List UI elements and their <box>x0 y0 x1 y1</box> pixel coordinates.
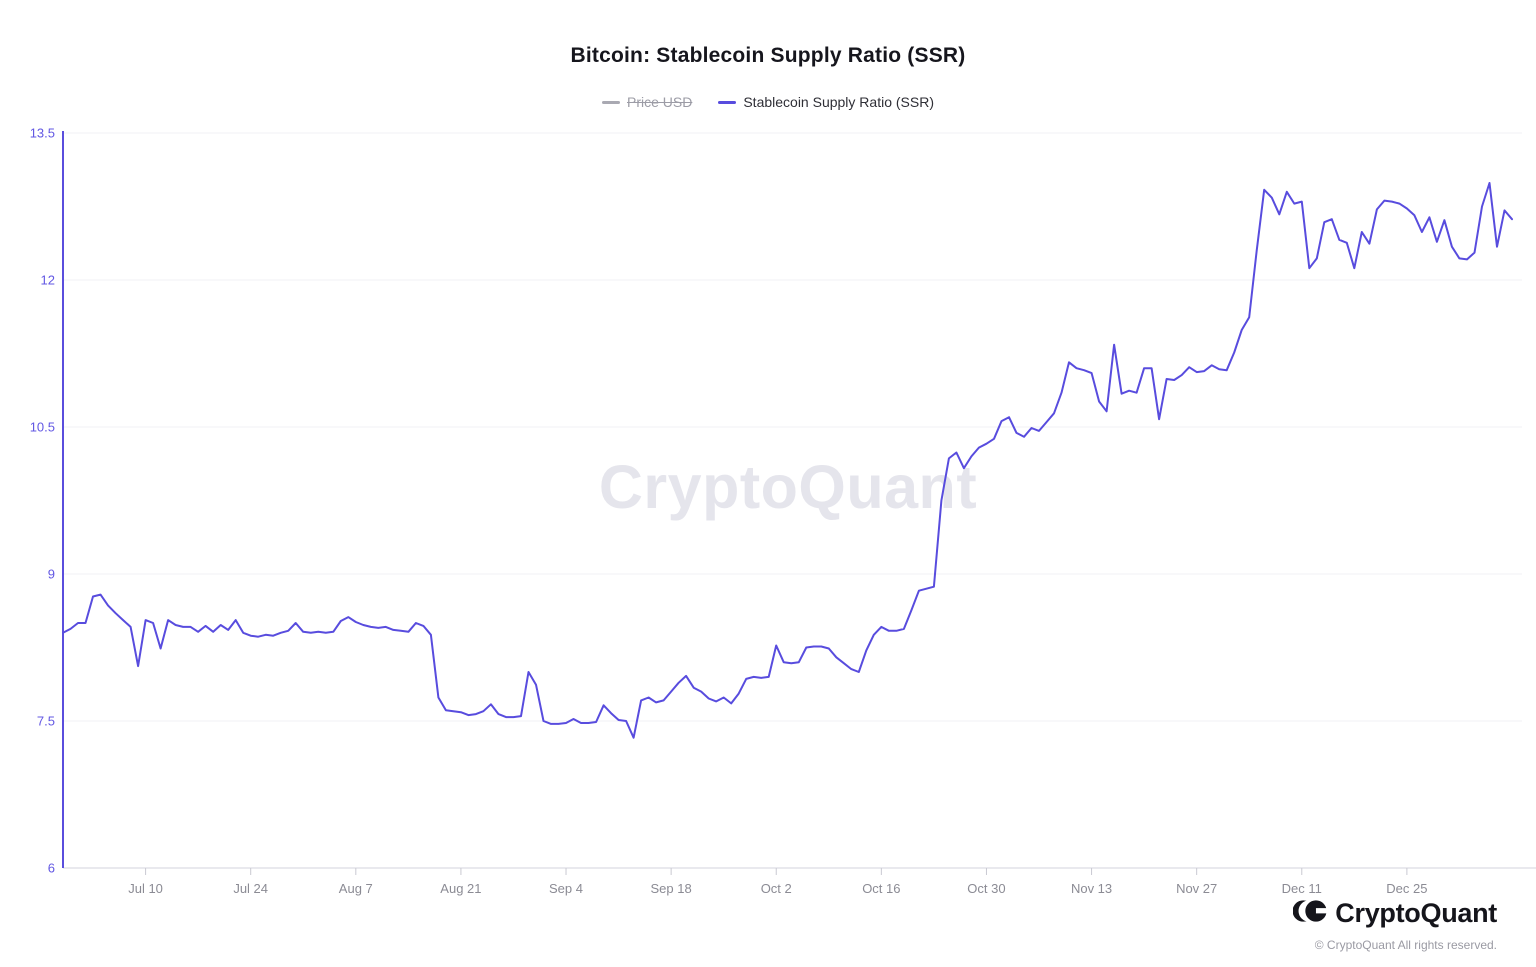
x-axis-label: Aug 7 <box>339 881 373 896</box>
legend-dash-icon <box>718 100 737 104</box>
cryptoquant-logo: CryptoQuant <box>1292 894 1497 933</box>
cryptoquant-logo-icon <box>1292 894 1328 933</box>
legend-item-ssr[interactable]: Stablecoin Supply Ratio (SSR) <box>718 94 934 110</box>
x-axis-label: Dec 11 <box>1282 881 1322 896</box>
x-axis-label: Nov 27 <box>1176 881 1217 896</box>
y-axis-label: 10.5 <box>30 420 55 435</box>
y-axis-label: 9 <box>48 567 55 582</box>
x-axis-label: Dec 25 <box>1386 881 1427 896</box>
chart-title: Bitcoin: Stablecoin Supply Ratio (SSR) <box>570 44 966 67</box>
x-axis-label: Oct 16 <box>862 881 900 896</box>
legend-label: Price USD <box>626 94 693 110</box>
cryptoquant-logo-text: CryptoQuant <box>1335 898 1497 928</box>
y-axis-label: 7.5 <box>37 714 55 729</box>
copyright-text: © CryptoQuant All rights reserved. <box>1314 938 1497 952</box>
footer: CryptoQuant © CryptoQuant All rights res… <box>1292 894 1497 952</box>
y-axis-label: 13.5 <box>30 126 55 141</box>
x-axis-label: Nov 13 <box>1071 881 1112 896</box>
chart-legend: Price USD Stablecoin Supply Ratio (SSR) <box>0 94 1536 110</box>
x-axis-label: Jul 24 <box>233 881 268 896</box>
legend-label: Stablecoin Supply Ratio (SSR) <box>743 94 934 110</box>
y-axis-label: 12 <box>41 273 55 288</box>
y-axis-label: 6 <box>48 861 55 876</box>
legend-item-price-usd[interactable]: Price USD <box>601 94 693 110</box>
ssr-series-line[interactable] <box>62 182 1513 739</box>
x-axis-label: Jul 10 <box>128 881 163 896</box>
legend-dash-icon <box>601 100 620 104</box>
x-axis-label: Sep 18 <box>651 881 692 896</box>
x-axis-label: Oct 2 <box>761 881 792 896</box>
x-axis-label: Oct 30 <box>967 881 1005 896</box>
x-axis-label: Sep 4 <box>549 881 583 896</box>
x-axis-label: Aug 21 <box>440 881 481 896</box>
